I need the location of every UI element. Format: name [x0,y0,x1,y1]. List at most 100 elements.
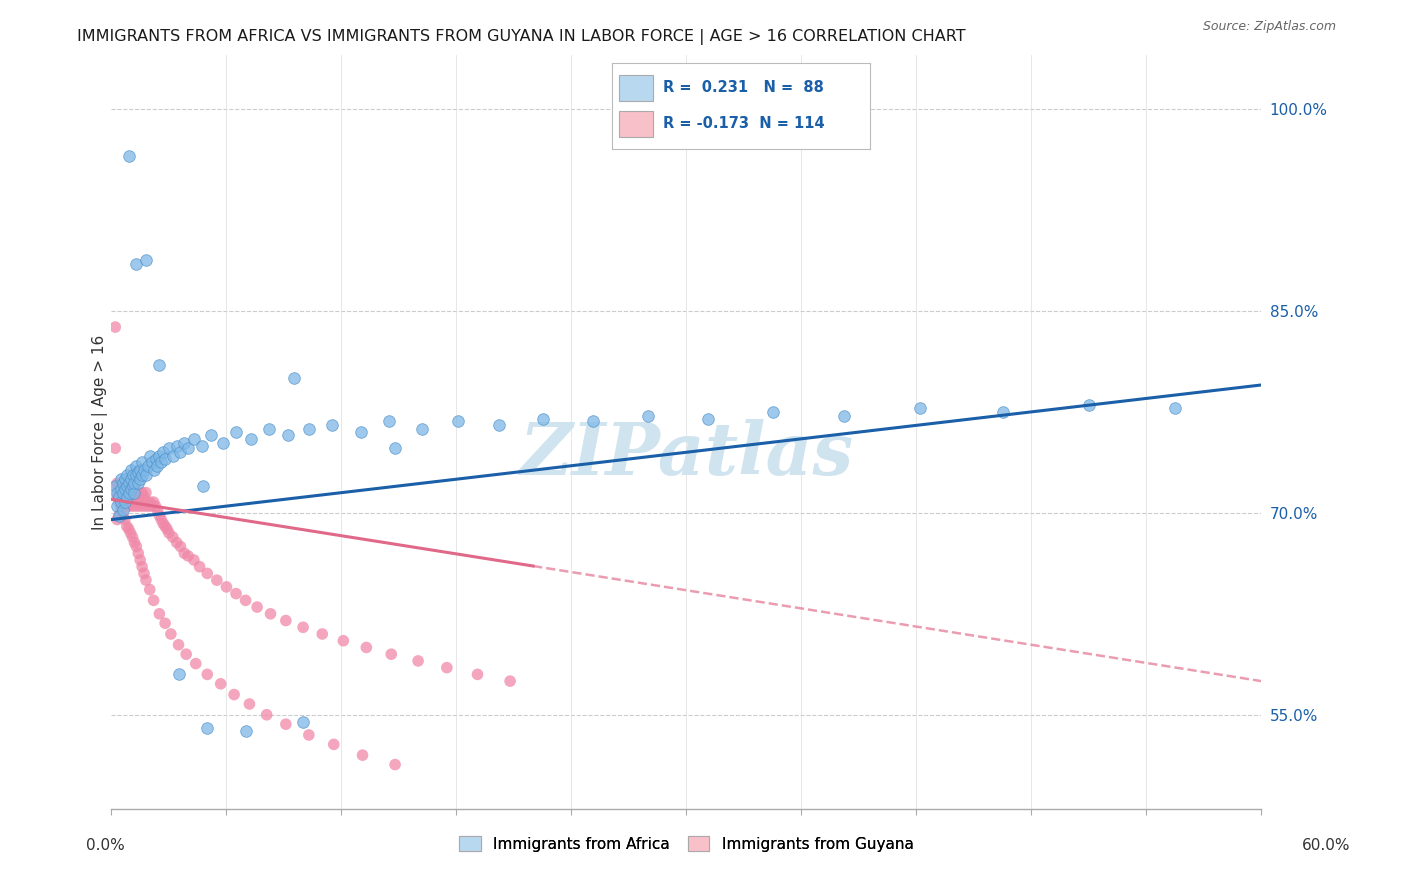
Point [129,553,152,567]
Point [120,482,142,496]
Point [146,458,169,473]
Point [118,490,141,504]
Point [118,482,141,496]
Point [436,660,458,674]
Point [235,593,257,607]
Point [108,508,131,523]
Point [150,455,173,469]
Point [132,499,155,513]
Point [256,707,278,722]
Point [193,479,215,493]
Point [111,485,134,500]
Point [169,540,191,554]
Point [115,490,138,504]
Point [277,427,299,442]
Point [124,535,146,549]
Point [108,495,131,509]
Point [167,667,190,681]
Point [146,503,169,517]
Point [104,479,127,493]
Point [139,450,162,464]
Point [169,445,191,459]
Point [238,697,260,711]
Point [108,482,131,496]
Point [110,479,132,493]
Point [467,667,489,681]
Point [292,714,315,729]
Point [349,425,371,439]
Point [108,490,131,504]
Point [148,358,170,372]
Point [142,593,165,607]
Point [115,495,138,509]
Point [105,512,128,526]
Point [148,607,170,621]
Point [832,409,855,423]
Point [184,657,207,671]
Point [152,516,174,531]
Point [124,485,146,500]
Point [131,495,153,509]
Point [124,495,146,509]
Point [110,499,132,513]
Legend: Immigrants from Africa, Immigrants from Guyana: Immigrants from Africa, Immigrants from … [453,830,920,858]
Point [120,526,142,541]
Point [105,485,128,500]
Point [157,441,180,455]
Point [141,455,163,469]
Point [160,627,183,641]
Point [166,535,188,549]
Point [111,495,134,509]
Point [195,721,218,735]
Point [488,418,510,433]
Point [111,508,134,523]
Point [120,479,142,493]
Point [125,490,148,504]
Text: 60.0%: 60.0% [1302,838,1350,853]
Point [209,677,232,691]
Point [156,522,179,536]
Point [118,476,141,491]
Point [322,738,344,752]
Point [499,674,522,689]
Point [135,485,157,500]
Point [121,479,143,493]
Point [200,427,222,442]
Point [118,485,141,500]
Point [531,411,554,425]
Point [120,472,142,486]
Point [132,490,155,504]
Point [110,503,132,517]
Point [274,614,297,628]
Point [129,472,152,486]
Point [127,546,149,560]
Point [1164,401,1187,415]
Point [152,445,174,459]
Point [124,476,146,491]
Point [115,519,138,533]
Point [135,468,157,483]
Point [127,495,149,509]
Point [105,476,128,491]
Point [240,432,263,446]
Point [384,757,406,772]
Point [111,503,134,517]
Point [129,490,152,504]
Point [183,553,205,567]
Point [378,414,401,428]
Point [142,495,165,509]
Point [259,607,281,621]
Point [108,508,131,523]
Y-axis label: In Labor Force | Age > 16: In Labor Force | Age > 16 [93,334,108,530]
Point [211,435,233,450]
Point [637,409,659,423]
Point [215,580,238,594]
Point [991,405,1014,419]
Point [129,499,152,513]
Point [352,748,374,763]
Point [157,526,180,541]
Point [257,422,280,436]
Point [148,508,170,523]
Point [173,435,195,450]
Point [384,441,406,455]
